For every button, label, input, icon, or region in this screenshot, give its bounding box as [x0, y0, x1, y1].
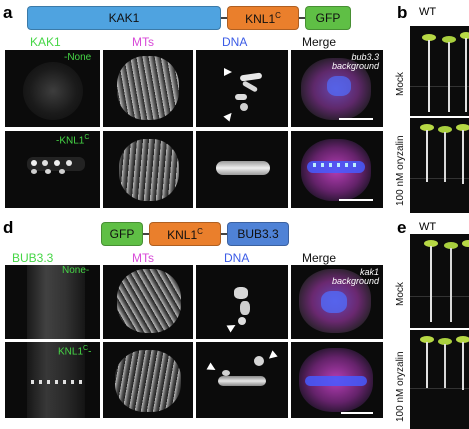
kak1-domain-label: KAK1 — [108, 11, 140, 25]
col-label-kak1: KAK1 — [30, 35, 61, 49]
arrowhead-d-2 — [266, 350, 278, 362]
image-d-merge-knl1c — [291, 342, 383, 418]
construct-d-linker-2 — [221, 233, 227, 235]
scale-bar-a1 — [339, 118, 373, 120]
seedling-image-e-oryzalin — [410, 330, 469, 429]
bub33-domain-label: BUB3.3 — [237, 227, 279, 241]
panel-letter-e: e — [397, 218, 407, 237]
image-d-dna-knl1c — [196, 342, 288, 418]
col-label-merge-d: Merge — [302, 251, 337, 265]
knl1c-domain-box-d: KNL1C — [149, 222, 221, 246]
row-label-d-none: None- — [62, 265, 90, 276]
inset-label-kak1-background: kak1 background — [331, 267, 379, 287]
knl1c-domain-label: KNL1C — [245, 10, 281, 26]
image-d-bub33-none — [5, 265, 100, 339]
arrowhead-d-3 — [206, 362, 218, 374]
image-a-kak1-none — [5, 50, 100, 127]
gfp-domain-box: GFP — [305, 6, 351, 30]
gfp-domain-label-d: GFP — [109, 227, 135, 241]
panel-letter-a: a — [3, 3, 13, 22]
panel-letter-d: d — [3, 218, 14, 237]
construct-a-linker-2 — [299, 17, 305, 19]
genotype-label-b: WT — [419, 6, 437, 18]
image-a-kak1-knl1c — [5, 131, 100, 208]
image-d-bub33-knl1c — [5, 342, 100, 418]
col-label-dna: DNA — [222, 35, 248, 49]
construct-a-linker-1 — [221, 17, 227, 19]
row-label-e-mock: Mock — [395, 282, 406, 306]
image-d-mts-knl1c — [103, 342, 193, 418]
seedling-image-b-oryzalin — [410, 118, 469, 213]
row-label-e-oryzalin: 100 nM oryzalin — [395, 351, 406, 422]
image-a-merge-none: bub3.3 background — [291, 50, 383, 127]
col-label-merge: Merge — [302, 35, 337, 49]
arrowhead-a-1 — [224, 68, 232, 76]
arrowhead-a-2 — [223, 110, 235, 122]
col-label-bub33: BUB3.3 — [12, 251, 54, 265]
gfp-domain-label: GFP — [315, 11, 341, 25]
gfp-domain-box-d: GFP — [101, 222, 143, 246]
image-a-dna-none — [196, 50, 288, 127]
image-d-merge-none: kak1 background — [291, 265, 383, 339]
knl1c-domain-label-d: KNL1C — [167, 226, 203, 242]
arrowhead-d-1 — [226, 321, 238, 333]
kak1-domain-box: KAK1 — [27, 6, 221, 30]
construct-d-linker-1 — [143, 233, 149, 235]
row-label-b-mock: Mock — [395, 72, 406, 96]
col-label-mts-d: MTs — [132, 251, 154, 265]
image-d-mts-none — [103, 265, 193, 339]
row-label-d-knl1c: KNL1C- — [58, 345, 92, 358]
genotype-label-e: WT — [419, 221, 437, 233]
col-label-mts: MTs — [132, 35, 154, 49]
inset-label-bub33-background: bub3.3 background — [331, 52, 379, 72]
scale-bar-d — [341, 412, 373, 414]
knl1c-domain-box: KNL1C — [227, 6, 299, 30]
image-a-merge-knl1c — [291, 131, 383, 208]
image-a-mts-knl1c — [103, 131, 193, 208]
row-label-b-oryzalin: 100 nM oryzalin — [395, 135, 406, 206]
row-label-a-knl1c: -KNL1C — [56, 134, 90, 147]
seedling-image-e-mock — [410, 234, 469, 328]
image-a-mts-none — [103, 50, 193, 127]
seedling-image-b-mock — [410, 26, 469, 116]
bub33-domain-box: BUB3.3 — [227, 222, 289, 246]
scale-bar-a2 — [339, 199, 373, 201]
col-label-dna-d: DNA — [224, 251, 250, 265]
row-label-a-none: -None — [64, 52, 92, 63]
image-d-dna-none — [196, 265, 288, 339]
panel-letter-b: b — [397, 3, 408, 22]
image-a-dna-knl1c — [196, 131, 288, 208]
